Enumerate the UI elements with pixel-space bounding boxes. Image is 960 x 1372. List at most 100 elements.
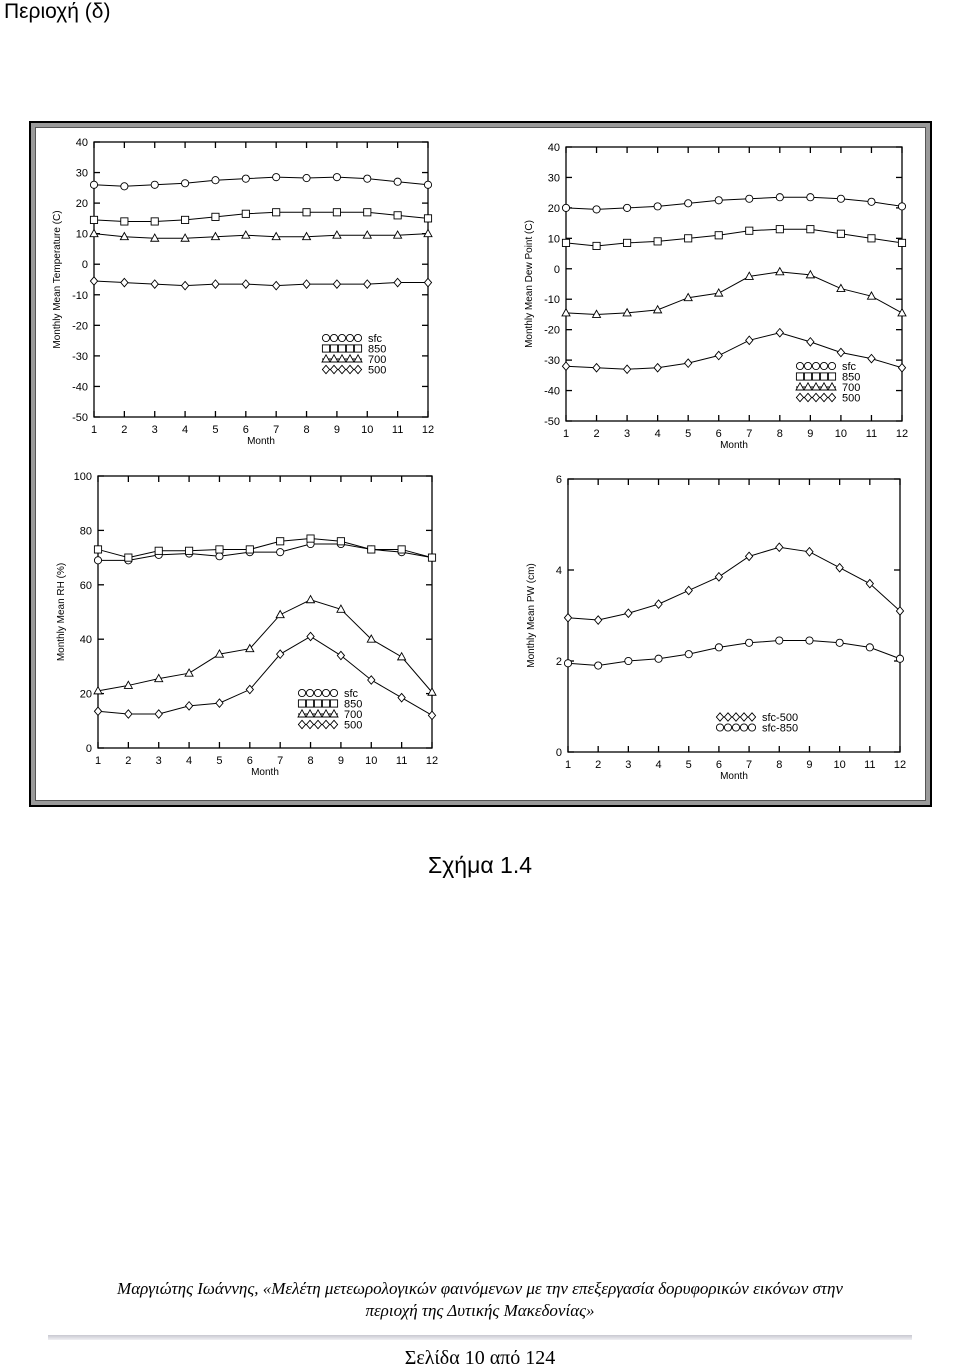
chart3-legend-marker-700 (329, 708, 339, 718)
chart2-legend-marker-sfc (819, 361, 829, 371)
chart4-legend-marker-sfc-850 (715, 723, 725, 732)
chart3-series-line-850 (97, 538, 433, 559)
chart1-legend-marker-700 (329, 353, 339, 363)
chart2-legend-marker-500 (803, 392, 813, 403)
chart1-x-tick-label: 9 (334, 424, 340, 436)
chart2-y-axis-label: Monthly Mean Dew Point (C) (524, 220, 535, 348)
chart1-point-sfc (241, 174, 250, 183)
chart4-series-line-sfc-500 (567, 546, 901, 621)
chart2-x-tick-label: 4 (655, 428, 661, 440)
chart3-x-tick-label: 3 (156, 755, 162, 767)
chart4-y-tick-label: 2 (556, 656, 562, 668)
chart2-legend-label-850: 850 (842, 372, 860, 384)
chart4-x-tick-label: 9 (806, 759, 812, 771)
chart3-legend-marker-500 (297, 719, 307, 730)
chart1-y-tick-label: -30 (72, 351, 88, 363)
chart2-point-700 (805, 269, 816, 279)
chart3-point-500 (367, 675, 376, 685)
chart1-legend-marker-850 (353, 344, 363, 353)
chart3-y-tick-label: 80 (80, 525, 92, 537)
chart2-point-700 (561, 307, 571, 317)
chart4-point-sfc-500 (654, 599, 663, 610)
chart1-x-tick-label: 11 (392, 424, 403, 436)
chart4-point-sfc-500 (624, 608, 633, 619)
chart3-legend-marker-sfc (297, 688, 307, 698)
chart2-point-500 (653, 362, 662, 373)
chart2-point-850 (775, 225, 784, 234)
chart2-point-500 (806, 336, 815, 347)
chart2-legend-marker-850 (811, 372, 821, 381)
chart3-point-500 (427, 710, 437, 721)
chart4-point-sfc-500 (684, 585, 693, 596)
chart4-point-sfc-850 (745, 638, 754, 647)
chart2-y-tick-label: -30 (544, 355, 560, 367)
chart3-point-500 (397, 692, 406, 703)
chart3-x-tick-label: 1 (95, 755, 101, 767)
chart4-point-sfc-850 (805, 636, 814, 645)
chart4-point-sfc-500 (775, 542, 784, 553)
chart4-x-tick-label: 11 (864, 759, 875, 771)
chart2-y-tick-label: -20 (544, 325, 560, 337)
chart4-point-sfc-500 (714, 571, 724, 582)
chart3-point-700 (153, 673, 164, 683)
chart3-legend-marker-sfc (313, 688, 323, 698)
chart3-point-700 (305, 594, 316, 604)
chart1-point-850 (211, 212, 220, 221)
chart3-legend-marker-850 (321, 699, 331, 708)
chart4-point-sfc-500 (593, 615, 603, 625)
chart2-point-sfc (592, 205, 601, 214)
chart4-point-sfc-850 (594, 661, 603, 670)
chart3-series-line-500 (97, 635, 433, 716)
chart1-point-sfc (332, 173, 341, 182)
chart1-point-850 (181, 215, 190, 224)
chart1-point-sfc (120, 182, 129, 191)
chart1-legend-marker-700 (321, 353, 331, 363)
chart2-point-850 (745, 226, 754, 235)
chart2-y-tick-label: 30 (548, 172, 560, 184)
chart2-point-sfc (806, 193, 815, 202)
chart2-series-line-sfc (565, 196, 903, 210)
figure-frame (29, 121, 932, 807)
chart1-x-tick-label: 7 (273, 424, 279, 436)
chart3-x-tick-label: 11 (396, 755, 407, 767)
chart4-y-axis-label: Monthly Mean PW (cm) (526, 563, 537, 667)
chart1-point-sfc (302, 174, 311, 183)
chart2-point-500 (622, 364, 632, 375)
chart2-legend-label-700: 700 (842, 382, 860, 394)
chart3-legend-label-sfc: sfc (344, 688, 359, 700)
chart4-x-tick-label: 3 (625, 759, 631, 771)
chart1-point-500 (423, 277, 433, 288)
chart4-point-sfc-500 (895, 606, 905, 616)
chart4-point-sfc-500 (563, 612, 573, 623)
chart4-x-tick-label: 7 (746, 759, 752, 771)
chart3-legend-marker-sfc (321, 688, 331, 698)
chart2-x-tick-label: 1 (563, 428, 569, 440)
chart3-point-700 (366, 634, 377, 643)
chart3-point-850 (397, 545, 406, 554)
chart4-legend-marker-sfc-500 (723, 712, 733, 722)
chart4-point-sfc-850 (654, 654, 663, 663)
chart1-point-850 (393, 211, 402, 220)
chart2-legend-marker-850 (819, 372, 829, 381)
chart2-point-850 (561, 238, 571, 247)
chart4-legend-marker-sfc-500 (731, 712, 741, 722)
chart1-legend-marker-500 (353, 364, 363, 375)
chart3-point-700 (396, 651, 407, 661)
chart2-point-sfc (714, 196, 723, 205)
chart1-legend-label-500: 500 (368, 365, 386, 377)
chart4-x-tick-label: 5 (686, 759, 692, 771)
chart3-point-500 (336, 650, 346, 661)
chart1-point-700 (241, 230, 251, 239)
chart3-x-tick-label: 6 (247, 755, 253, 767)
chart2-y-tick-label: -10 (544, 294, 560, 306)
chart2-point-700 (775, 266, 785, 276)
chart4-point-sfc-850 (775, 636, 784, 645)
page-footer: Μαργιώτης Ιωάννης, «Μελέτη μετεωρολογικώ… (0, 1278, 960, 1322)
chart2-legend-marker-500 (795, 392, 805, 403)
chart1-y-tick-label: 30 (76, 168, 88, 180)
chart2-point-sfc (836, 194, 845, 203)
chart2-point-700 (713, 288, 724, 297)
chart1-point-sfc (423, 180, 433, 189)
chart1-point-500 (302, 279, 311, 289)
chart3-point-850 (124, 553, 133, 562)
